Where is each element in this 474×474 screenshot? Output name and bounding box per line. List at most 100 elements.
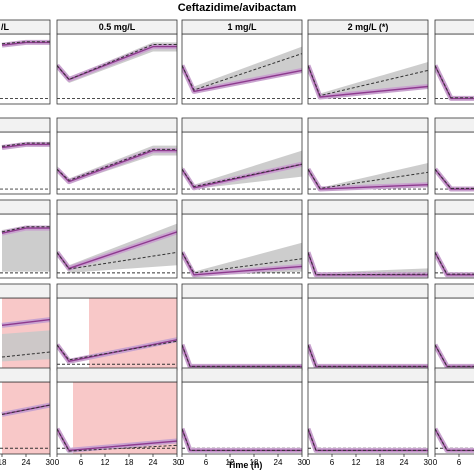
column-label: /L	[1, 22, 10, 32]
panel-content	[435, 64, 474, 101]
panel-content	[308, 427, 428, 453]
panel-content	[0, 39, 50, 99]
panel-content	[308, 250, 428, 278]
panel-strip	[181, 117, 303, 133]
x-tick-label: 24	[400, 458, 409, 467]
panel-content	[182, 242, 302, 278]
x-tick-label: 12	[226, 458, 235, 467]
resistance-shading	[2, 382, 50, 454]
panel-r2-c1	[56, 199, 178, 279]
x-tick-label: 0	[180, 458, 185, 467]
panel-strip	[434, 199, 474, 215]
panel-border	[307, 381, 429, 455]
x-tick-label: 6	[204, 458, 209, 467]
x-tick-label: 0	[306, 458, 311, 467]
x-tick-label: 24	[22, 458, 31, 467]
observed-line	[308, 65, 428, 97]
observed-line	[57, 148, 177, 181]
panel-strip	[56, 283, 178, 299]
panel-strip	[307, 367, 429, 383]
panel-r2-c4	[434, 199, 474, 279]
panel-r4-c3	[307, 367, 429, 455]
panel-content	[0, 382, 50, 454]
column-label: 2 mg/L (*)	[348, 22, 389, 32]
prediction-band	[308, 343, 428, 369]
observed-line	[1, 41, 50, 45]
panel-r1-c3	[307, 117, 429, 195]
observed-range-band	[182, 150, 302, 190]
panel-r1-c4	[434, 117, 474, 195]
panel-border	[0, 381, 51, 455]
prediction-line	[1, 227, 50, 234]
panel-border	[0, 213, 51, 279]
panel-content	[182, 46, 302, 99]
prediction-line	[1, 143, 50, 149]
panel-r2-c2	[181, 199, 303, 279]
panel-r4-c0	[0, 367, 51, 455]
x-tick-label: 0	[55, 458, 60, 467]
prediction-band	[435, 64, 474, 101]
x-tick-label: 12	[101, 458, 110, 467]
prediction-line	[435, 168, 474, 190]
observed-range-band	[308, 163, 428, 190]
column-label: 1 mg/L	[227, 22, 257, 32]
panel-strip	[0, 199, 51, 215]
panel-content	[57, 223, 177, 274]
panel-strip	[307, 283, 429, 299]
panel-r1-c1	[56, 117, 178, 195]
column-label: 0.5 mg/L	[99, 22, 136, 32]
x-tick-label: 0	[433, 458, 438, 467]
observed-line	[182, 428, 302, 451]
panel-strip	[0, 283, 51, 299]
panel-strip	[0, 19, 51, 35]
panel-r3-c4	[434, 283, 474, 371]
observed-line	[308, 168, 428, 189]
observed-line	[1, 142, 50, 147]
observed-line	[182, 163, 302, 188]
panel-border	[181, 381, 303, 455]
prediction-line	[182, 252, 302, 276]
observed-line	[57, 340, 177, 361]
x-tick-label: 18	[125, 458, 134, 467]
x-tick-label: 6	[457, 458, 462, 467]
panel-content	[182, 150, 302, 191]
panel-strip	[181, 367, 303, 383]
panel-r0-c4	[434, 19, 474, 105]
observed-line	[182, 53, 302, 91]
panel-strip	[434, 19, 474, 35]
prediction-line	[182, 428, 302, 452]
panel-border	[434, 381, 474, 455]
observed-range-band	[182, 46, 302, 94]
panel-r0-c3: 2 mg/L (*)	[307, 19, 429, 105]
prediction-line	[435, 344, 474, 368]
panel-strip	[0, 117, 51, 133]
panel-r4-c2	[181, 367, 303, 455]
prediction-band	[182, 427, 302, 453]
observed-line	[435, 168, 474, 189]
panel-r3-c2	[181, 283, 303, 371]
panel-strip	[56, 367, 178, 383]
resistance-shading	[89, 298, 177, 370]
observed-line	[182, 252, 302, 274]
panel-r4-c1	[56, 367, 178, 455]
x-tick-label: 24	[149, 458, 158, 467]
prediction-line	[182, 65, 302, 93]
panel-strip	[307, 117, 429, 133]
observed-line	[57, 428, 177, 452]
panel-strip	[307, 199, 429, 215]
panel-r3-c0	[0, 283, 51, 371]
panel-strip	[434, 367, 474, 383]
figure-title: Ceftazidime/avibactam	[178, 2, 297, 14]
observed-line	[57, 44, 177, 81]
panel-grid: /L 0.5 mg/L 1 mg/L 2 mg/L (*)	[0, 19, 474, 455]
observed-line	[1, 404, 50, 415]
observed-line	[57, 251, 177, 270]
x-tick-label: 30	[46, 458, 55, 467]
observed-line	[1, 226, 50, 233]
panel-border	[307, 213, 429, 279]
panel-r3-c1	[56, 283, 178, 371]
observed-range-band	[2, 225, 50, 272]
panel-content	[0, 141, 50, 190]
panel-content	[57, 382, 177, 454]
panel-border	[434, 33, 474, 105]
